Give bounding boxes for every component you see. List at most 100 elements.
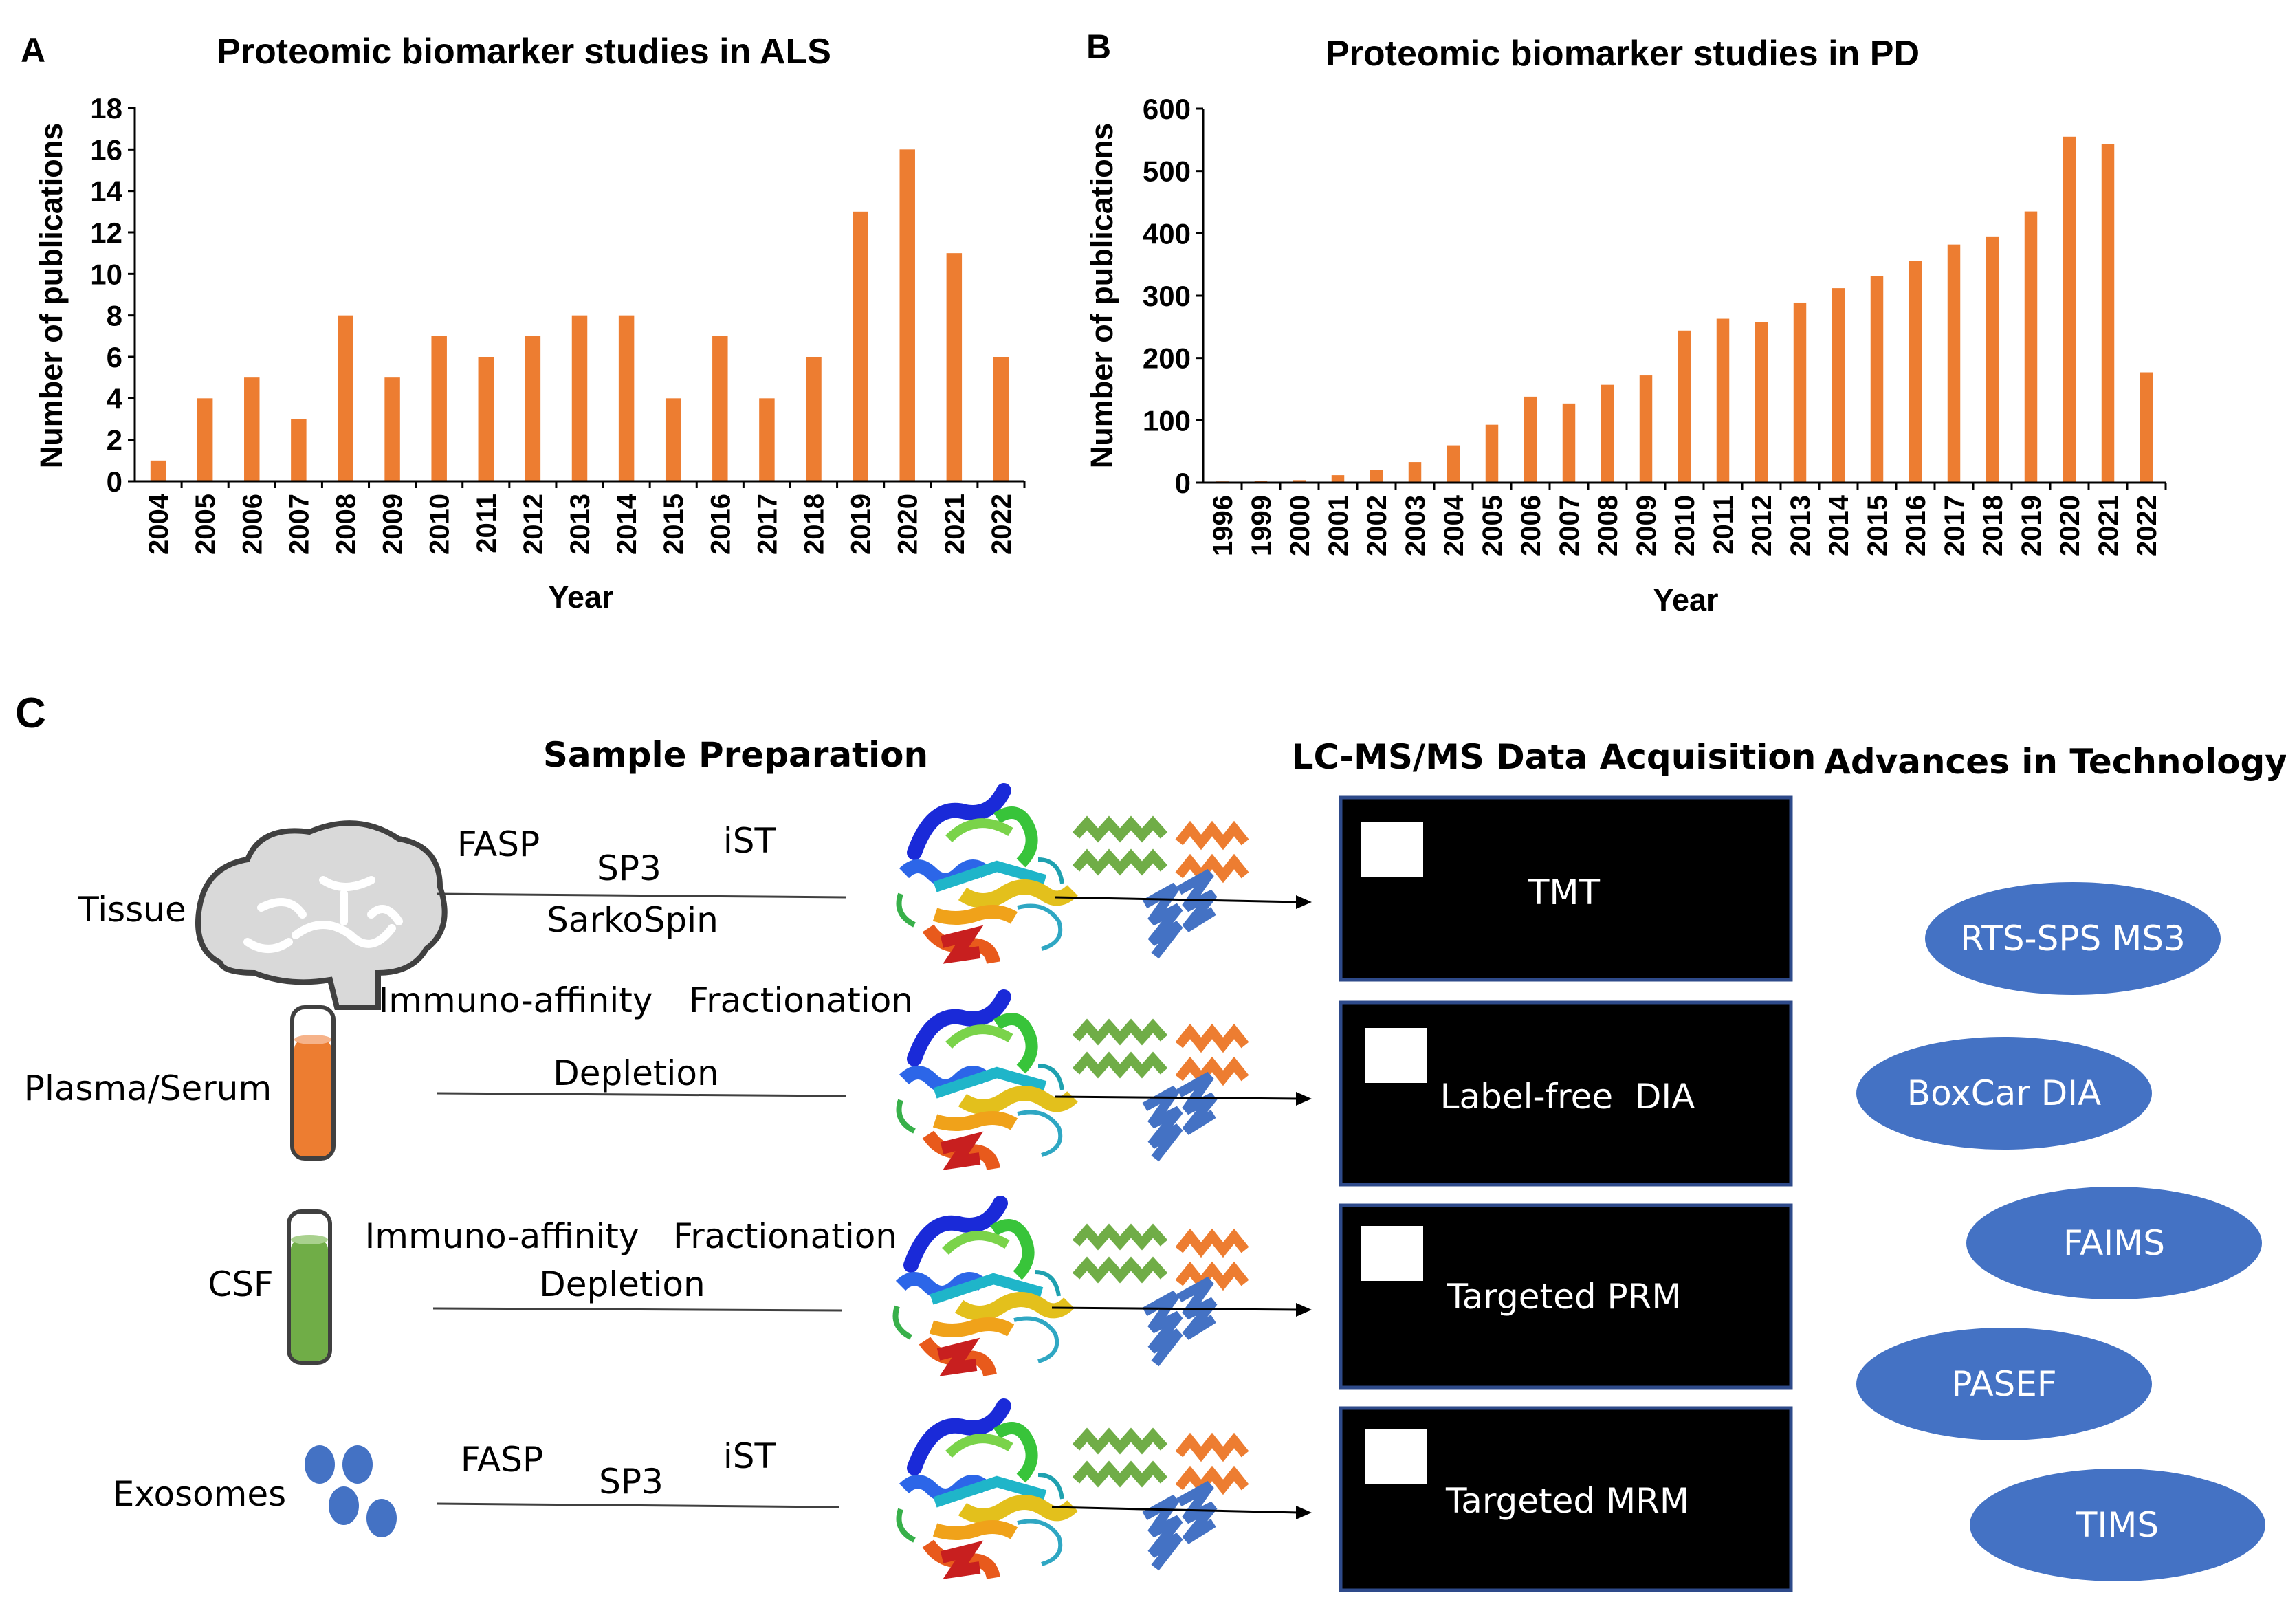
a-bar-2009 [384, 377, 400, 481]
tech-faims: FAIMS [2063, 1223, 2165, 1263]
b-y-tick-label: 600 [1143, 93, 1191, 125]
a-bar-2011 [478, 357, 494, 481]
row-plasma: Plasma/Serum Immuno-affinity Fractionati… [24, 980, 1793, 1187]
a-x-tick-label: 2008 [331, 494, 361, 555]
method-fasp-1: FASP [457, 824, 540, 864]
a-x-tick-label: 2022 [987, 494, 1017, 555]
a-bar-2007 [291, 419, 307, 481]
b-bar-2000 [1293, 480, 1306, 483]
method-depletion-2: Depletion [553, 1053, 718, 1093]
prep-line-1 [436, 892, 846, 899]
plasma-tube-icon [290, 1005, 336, 1161]
a-bar-2008 [338, 315, 353, 481]
b-x-tick-label: 2001 [1323, 495, 1354, 556]
b-x-tick-label: 2003 [1400, 495, 1431, 556]
row-tissue: Tissue FASP SP3 iST SarkoSpin TMT [77, 791, 1793, 1010]
b-x-tick-label: 2009 [1631, 495, 1662, 556]
checkbox-4 [1365, 1429, 1427, 1484]
a-bar-2017 [759, 398, 775, 481]
a-x-tick-label: 2015 [659, 494, 689, 555]
a-y-tick-label: 4 [107, 382, 123, 415]
b-bar-2001 [1331, 475, 1345, 483]
a-x-tick-label: 2006 [237, 494, 267, 555]
b-x-tick-label: 2014 [1824, 494, 1854, 556]
arrow-3 [1051, 1306, 1300, 1311]
tech-rts-sps-ms3: RTS-SPS MS3 [1960, 919, 2186, 958]
row-csf: CSF Immuno-affinity Fractionation Deplet… [208, 1203, 1793, 1390]
tech-rts-sps-ms3-ellipse [1925, 882, 2221, 995]
b-y-tick-label: 400 [1143, 217, 1191, 250]
tech-boxcar-dia-ellipse [1856, 1037, 2152, 1150]
a-y-tick-label: 12 [90, 217, 122, 249]
b-bar-2021 [2101, 144, 2115, 483]
b-x-tick-label: 2015 [1862, 495, 1893, 556]
b-x-tick-label: 2013 [1785, 495, 1816, 556]
method-sp3-1: SP3 [597, 848, 661, 888]
tech-pasef: PASEF [1951, 1364, 2056, 1404]
pd-chart: B Proteomic biomarker studies in PD Numb… [1084, 28, 2167, 617]
prep-line-4 [436, 1502, 839, 1508]
b-x-tick-label: 2012 [1747, 495, 1777, 556]
b-x-tick-label: 2016 [1901, 495, 1931, 556]
b-x-tick-label: 2004 [1439, 494, 1469, 556]
b-bar-2003 [1408, 462, 1422, 483]
a-x-tick-label: 2016 [705, 494, 736, 555]
a-bar-2005 [197, 398, 213, 481]
b-x-tick-label: 2019 [2016, 495, 2047, 556]
technology-list: RTS-SPS MS3 BoxCar DIA FAIMS PASEF TIMS [1856, 882, 2265, 1581]
tech-pasef-ellipse [1856, 1328, 2152, 1440]
checkbox-3 [1361, 1226, 1423, 1281]
b-bar-2011 [1716, 318, 1730, 483]
a-x-tick-label: 2010 [425, 494, 455, 555]
b-y-tick-label: 300 [1143, 280, 1191, 312]
b-bar-2017 [1947, 244, 1961, 483]
b-x-tick-label: 2020 [2055, 495, 2085, 556]
sample-label-csf: CSF [208, 1264, 273, 1304]
header-lcms-acquisition: LC-MS/MS Data Acquisition [1292, 737, 1816, 777]
method-ist-4: iST [723, 1436, 776, 1476]
b-bar-2008 [1601, 384, 1614, 483]
panel-a-label: A [21, 31, 45, 69]
als-y-axis-label: Number of publications [34, 123, 69, 469]
b-y-tick-label: 200 [1143, 342, 1191, 375]
b-bar-2014 [1832, 288, 1845, 483]
method-sarkospin: SarkoSpin [547, 900, 718, 940]
b-bar-2006 [1524, 396, 1537, 483]
checkbox-1 [1361, 822, 1423, 877]
b-bar-2012 [1755, 322, 1768, 483]
b-bar-2007 [1562, 403, 1576, 483]
panel-b-label: B [1086, 28, 1111, 66]
a-y-tick-label: 6 [107, 341, 122, 373]
method-fasp-4: FASP [461, 1440, 543, 1480]
a-x-tick-label: 2014 [612, 493, 642, 555]
a-x-tick-label: 2011 [472, 494, 502, 553]
method-ist-1: iST [723, 821, 776, 861]
a-x-tick-label: 2013 [565, 494, 595, 555]
arrow-1 [1055, 896, 1300, 903]
b-bar-2020 [2063, 136, 2076, 483]
a-x-tick-label: 2007 [284, 494, 314, 555]
a-x-tick-label: 2004 [144, 493, 174, 555]
b-bar-2013 [1793, 302, 1807, 483]
a-y-tick-label: 0 [107, 465, 122, 498]
b-x-tick-label: 2021 [2093, 495, 2124, 556]
a-bar-2018 [806, 357, 822, 481]
tech-tims: TIMS [2076, 1505, 2159, 1545]
a-y-tick-label: 18 [90, 92, 122, 124]
a-x-tick-label: 2020 [893, 494, 923, 555]
a-bar-2019 [853, 211, 868, 481]
sample-label-tissue: Tissue [77, 890, 186, 930]
csf-tube-icon [287, 1209, 332, 1365]
a-x-tick-label: 2019 [846, 494, 877, 555]
header-sample-preparation: Sample Preparation [543, 735, 928, 775]
b-x-tick-label: 2005 [1477, 495, 1508, 556]
b-x-tick-label: 1999 [1246, 495, 1277, 556]
header-advances-technology: Advances in Technology [1824, 742, 2286, 782]
a-bar-2012 [525, 336, 541, 481]
arrow-2 [1055, 1095, 1300, 1100]
b-x-tick-label: 2011 [1708, 495, 1739, 555]
b-bar-2009 [1639, 375, 1653, 483]
a-x-tick-label: 2021 [940, 494, 970, 555]
a-x-tick-label: 2018 [800, 494, 830, 555]
